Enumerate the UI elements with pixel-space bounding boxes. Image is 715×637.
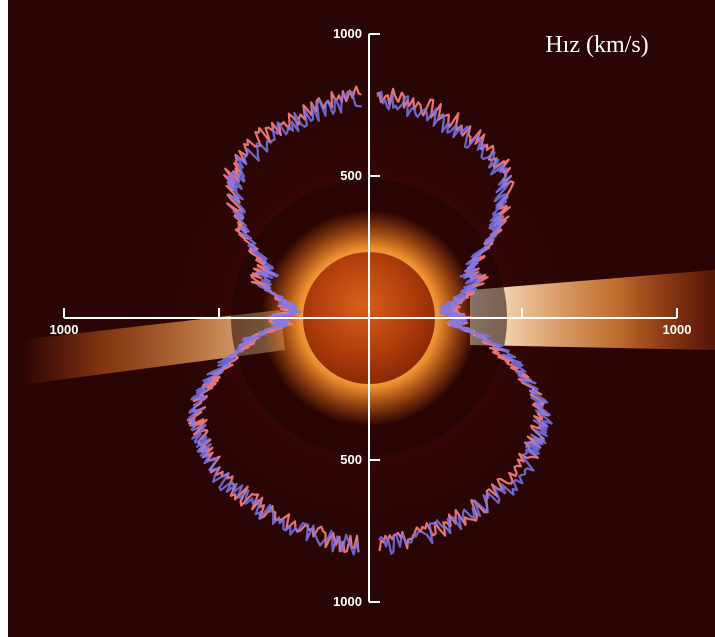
series-1-west-line	[186, 90, 362, 556]
velocity-series	[186, 85, 553, 556]
axes	[63, 33, 678, 603]
tick-label-top-1000: 1000	[333, 26, 362, 41]
east-streamer	[470, 270, 715, 350]
west-streamer	[20, 310, 285, 385]
series-1-east-line	[376, 90, 553, 555]
chart-title: Hız (km/s)	[545, 32, 648, 58]
tick-label-bottom-500: 500	[340, 452, 362, 467]
tick-label-top-500: 500	[340, 168, 362, 183]
tick-label-bottom-1000: 1000	[333, 594, 362, 609]
tick-label-right-1000: 1000	[663, 322, 692, 337]
tick-label-left-1000: 1000	[50, 322, 79, 337]
